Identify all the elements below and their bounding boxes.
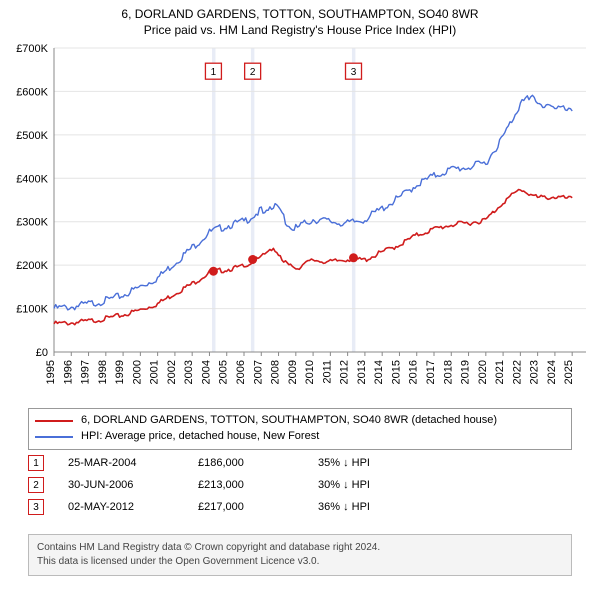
svg-text:2000: 2000	[131, 360, 143, 384]
legend-swatch-hpi	[35, 436, 73, 438]
sale-marker-price: £213,000	[198, 479, 318, 491]
svg-text:1999: 1999	[114, 360, 126, 384]
sale-marker-num-box: 1	[28, 455, 44, 471]
svg-text:2016: 2016	[408, 360, 420, 384]
svg-text:2001: 2001	[149, 360, 161, 384]
price-chart: £0 £100K £200K £300K £400K £500K £600K £700K 199…	[8, 44, 592, 400]
svg-text:2: 2	[250, 67, 256, 78]
svg-text:£700K: £700K	[16, 44, 48, 55]
svg-text:2002: 2002	[166, 360, 178, 384]
legend: 6, DORLAND GARDENS, TOTTON, SOUTHAMPTON,…	[28, 408, 572, 450]
svg-text:2020: 2020	[477, 360, 489, 384]
svg-text:£300K: £300K	[16, 217, 48, 229]
attribution-line2: This data is licensed under the Open Gov…	[37, 555, 563, 569]
sale-marker-num-box: 3	[28, 499, 44, 515]
svg-text:£400K: £400K	[16, 173, 48, 185]
svg-text:2005: 2005	[218, 360, 230, 384]
sale-marker-row: 3 02-MAY-2012£217,00036% ↓ HPI	[28, 496, 572, 518]
svg-text:3: 3	[351, 67, 357, 78]
svg-text:2011: 2011	[321, 360, 333, 384]
svg-text:2017: 2017	[425, 360, 437, 384]
sale-marker-price: £186,000	[198, 457, 318, 469]
svg-text:2024: 2024	[546, 360, 558, 384]
svg-text:2009: 2009	[287, 360, 299, 384]
svg-text:2006: 2006	[235, 360, 247, 384]
svg-text:£500K: £500K	[16, 130, 48, 142]
sale-marker-pct: 36% ↓ HPI	[318, 501, 438, 513]
title-line1: 6, DORLAND GARDENS, TOTTON, SOUTHAMPTON,…	[0, 6, 600, 22]
svg-text:2014: 2014	[373, 360, 385, 384]
legend-label-hpi: HPI: Average price, detached house, New …	[81, 429, 319, 445]
svg-text:£100K: £100K	[16, 304, 48, 316]
svg-text:£0: £0	[36, 347, 48, 359]
sale-marker-num-box: 2	[28, 477, 44, 493]
sale-markers-table: 1 25-MAR-2004£186,00035% ↓ HPI 2 30-JUN-200…	[28, 452, 572, 518]
svg-text:1997: 1997	[80, 360, 92, 384]
sale-marker-date: 02-MAY-2012	[68, 501, 198, 513]
svg-text:£200K: £200K	[16, 260, 48, 272]
svg-text:2010: 2010	[304, 360, 316, 384]
svg-text:2023: 2023	[529, 360, 541, 384]
svg-text:2022: 2022	[511, 360, 523, 384]
svg-text:1998: 1998	[97, 360, 109, 384]
svg-text:£600K: £600K	[16, 86, 48, 98]
chart-title-block: 6, DORLAND GARDENS, TOTTON, SOUTHAMPTON,…	[0, 0, 600, 38]
attribution-line1: Contains HM Land Registry data © Crown c…	[37, 541, 563, 555]
sale-marker-date: 25-MAR-2004	[68, 457, 198, 469]
svg-text:2018: 2018	[442, 360, 454, 384]
sale-marker-price: £217,000	[198, 501, 318, 513]
sale-marker-row: 1 25-MAR-2004£186,00035% ↓ HPI	[28, 452, 572, 474]
svg-text:2004: 2004	[200, 360, 212, 384]
svg-text:2013: 2013	[356, 360, 368, 384]
sale-marker-pct: 30% ↓ HPI	[318, 479, 438, 491]
svg-text:2019: 2019	[460, 360, 472, 384]
legend-row-property: 6, DORLAND GARDENS, TOTTON, SOUTHAMPTON,…	[35, 413, 565, 429]
svg-text:1: 1	[211, 67, 217, 78]
svg-text:1996: 1996	[62, 360, 74, 384]
svg-text:2012: 2012	[339, 360, 351, 384]
attribution: Contains HM Land Registry data © Crown c…	[28, 534, 572, 576]
chart-svg: £0 £100K £200K £300K £400K £500K £600K £700K 199…	[8, 44, 592, 400]
svg-text:2007: 2007	[252, 360, 264, 384]
sale-marker-date: 30-JUN-2006	[68, 479, 198, 491]
legend-label-property: 6, DORLAND GARDENS, TOTTON, SOUTHAMPTON,…	[81, 413, 497, 429]
svg-text:2021: 2021	[494, 360, 506, 384]
svg-text:2008: 2008	[270, 360, 282, 384]
legend-swatch-property	[35, 420, 73, 422]
svg-text:2015: 2015	[390, 360, 402, 384]
svg-text:2003: 2003	[183, 360, 195, 384]
svg-text:2025: 2025	[563, 360, 575, 384]
svg-text:1995: 1995	[45, 360, 57, 384]
sale-marker-pct: 35% ↓ HPI	[318, 457, 438, 469]
legend-row-hpi: HPI: Average price, detached house, New …	[35, 429, 565, 445]
title-line2: Price paid vs. HM Land Registry's House …	[0, 22, 600, 38]
sale-marker-row: 2 30-JUN-2006£213,00030% ↓ HPI	[28, 474, 572, 496]
